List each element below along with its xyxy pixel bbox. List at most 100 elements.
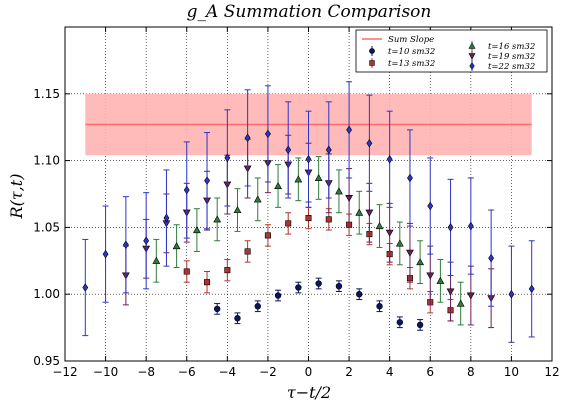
data-point	[488, 253, 495, 263]
data-point	[264, 232, 271, 239]
data-point	[325, 145, 332, 155]
data-point	[335, 282, 343, 290]
legend-label: t=22 sm32	[488, 62, 535, 72]
x-tick-label: 6	[426, 365, 434, 379]
data-point	[285, 220, 292, 227]
data-point	[213, 215, 222, 223]
data-point	[456, 299, 465, 307]
data-point	[295, 284, 302, 291]
legend-swatch	[469, 62, 475, 70]
y-tick-label: 1.10	[33, 154, 60, 168]
data-point	[376, 303, 383, 310]
plot-area: −12 −10 −8 −6 −4 −2 0 2 4 6 8 10 12 0.95 1.00 1.05 1.10 1…	[33, 26, 560, 379]
data-point	[172, 242, 181, 250]
data-point	[406, 249, 414, 257]
x-tick-label: −2	[259, 365, 277, 379]
x-tick-label: −6	[178, 365, 196, 379]
data-point	[427, 201, 434, 211]
data-point	[447, 223, 454, 232]
series-3	[152, 156, 465, 326]
data-point	[356, 291, 363, 298]
x-tick-label: 12	[544, 365, 559, 379]
x-tick-label: 10	[504, 365, 519, 379]
x-axis-label: τ−t/2	[287, 383, 331, 402]
y-tick-label: 0.95	[33, 354, 60, 368]
series-layer	[82, 81, 535, 343]
data-point	[233, 206, 242, 214]
data-point	[274, 181, 282, 190]
series-2	[183, 206, 454, 322]
data-point	[253, 195, 262, 203]
legend-label: t=13 sm32	[388, 59, 435, 69]
data-point	[386, 154, 393, 164]
series-5	[82, 81, 535, 343]
data-point	[366, 138, 373, 148]
legend-swatch	[369, 60, 375, 66]
data-point	[365, 209, 374, 217]
data-point	[294, 175, 303, 183]
data-point	[325, 216, 332, 223]
data-point	[224, 153, 231, 163]
data-point	[274, 292, 282, 299]
data-point	[122, 240, 129, 250]
y-tick-label: 1.00	[33, 287, 60, 301]
ticks: −12 −10 −8 −6 −4 −2 0 2 4 6 8 10 12 0.95 1.00 1.05 1.10 1…	[33, 27, 560, 379]
data-point	[335, 187, 343, 195]
data-point	[204, 279, 211, 286]
data-point	[305, 215, 312, 222]
data-point	[163, 213, 170, 223]
x-tick-label: −10	[93, 365, 118, 379]
data-point	[466, 292, 475, 300]
data-point	[314, 173, 323, 181]
data-point	[143, 236, 150, 246]
legend-item-1: Sum Slope	[362, 35, 434, 45]
data-point	[395, 239, 404, 247]
data-point	[183, 268, 190, 275]
legend-swatch	[468, 42, 476, 49]
data-point	[82, 283, 89, 292]
data-point	[102, 249, 109, 259]
legend-item-2: t=10 sm32	[369, 46, 435, 57]
data-point	[254, 303, 261, 310]
x-tick-label: 0	[305, 365, 313, 379]
x-tick-label: −4	[218, 365, 236, 379]
data-point	[385, 229, 394, 237]
data-point	[244, 248, 251, 255]
data-point	[375, 222, 384, 230]
data-point	[416, 321, 424, 329]
data-point	[192, 226, 201, 234]
legend-item-3: t=13 sm32	[369, 58, 435, 69]
legend: Sum Slope t=10 sm32 t=13 sm32 t=16 sm32t=19…	[355, 29, 548, 73]
data-point	[346, 125, 352, 135]
data-point	[345, 194, 353, 203]
data-point	[234, 315, 241, 322]
data-point	[416, 258, 425, 266]
chart-title: g_A Summation Comparison	[187, 2, 432, 22]
data-point	[436, 276, 445, 284]
legend-box	[355, 29, 548, 73]
data-point	[204, 176, 210, 185]
legend-label: t=19 sm32	[488, 52, 535, 62]
legend-item-6: t=22 sm32	[469, 61, 535, 72]
series-1	[213, 277, 424, 331]
y-tick-label: 1.15	[33, 87, 60, 101]
legend-label: Sum Slope	[388, 35, 434, 45]
x-tick-label: 4	[386, 365, 394, 379]
x-tick-label: 2	[345, 365, 353, 379]
data-point	[355, 208, 364, 216]
data-point	[426, 272, 435, 280]
data-point	[265, 129, 271, 139]
y-tick-label: 1.05	[33, 220, 60, 234]
x-tick-label: −8	[137, 365, 155, 379]
legend-label: t=16 sm32	[488, 42, 535, 52]
data-point	[224, 267, 231, 274]
legend-swatch	[468, 53, 476, 60]
data-point	[407, 173, 413, 183]
x-tick-label: 8	[467, 365, 475, 379]
data-point	[508, 289, 515, 299]
legend-swatch	[369, 48, 375, 54]
data-point	[396, 319, 404, 326]
data-point	[467, 221, 474, 231]
data-point	[285, 145, 292, 155]
data-point	[315, 280, 322, 287]
